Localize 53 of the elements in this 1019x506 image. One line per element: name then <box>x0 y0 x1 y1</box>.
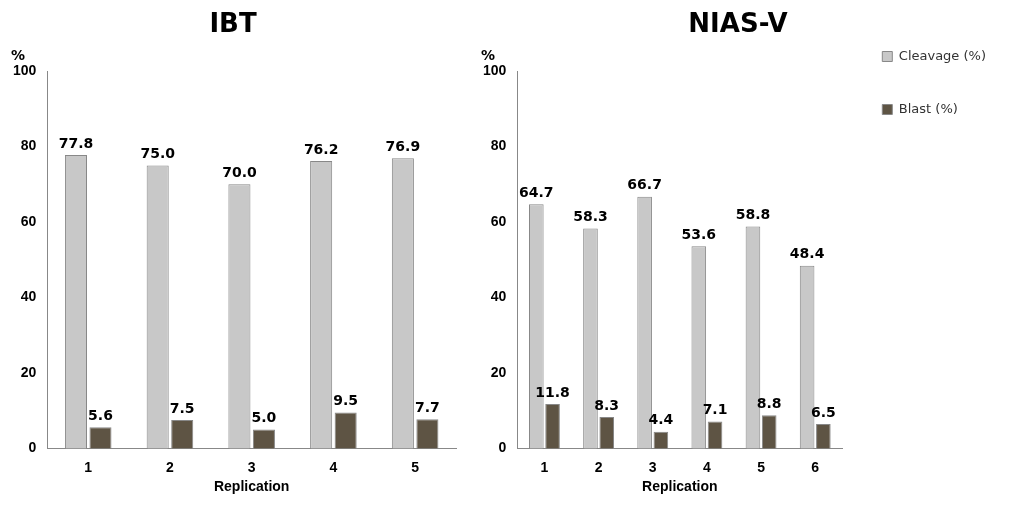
y-tick-label: 80 <box>490 137 507 154</box>
chart-title: IBT <box>209 8 257 39</box>
y-tick-label: 40 <box>490 288 507 305</box>
x-tick-label: 2 <box>594 458 603 475</box>
data-label: 5.6 <box>88 406 113 423</box>
y-tick-label: 0 <box>28 439 37 456</box>
y-axis-title: % <box>10 46 26 63</box>
data-label: 7.1 <box>702 401 728 418</box>
x-tick-label: 5 <box>411 458 420 475</box>
data-label: 48.4 <box>789 245 825 262</box>
data-label: 8.3 <box>594 396 620 413</box>
legend-label: Cleavage (%) <box>898 47 987 63</box>
data-label: 9.5 <box>333 392 359 409</box>
data-label: 64.7 <box>519 183 554 200</box>
data-label: 77.8 <box>58 134 94 151</box>
y-tick-label: 80 <box>20 137 37 154</box>
data-label: 5.0 <box>251 409 277 426</box>
data-label: 76.2 <box>303 140 339 157</box>
y-tick-label: 20 <box>490 363 507 380</box>
data-label: 7.7 <box>414 399 440 415</box>
y-tick-label: 100 <box>483 62 507 79</box>
y-tick-label: 60 <box>490 212 507 229</box>
legend-label: Blast (%) <box>898 100 958 116</box>
data-label: 53.6 <box>681 225 717 242</box>
x-tick-label: 5 <box>757 458 766 475</box>
x-tick-label: 1 <box>84 458 93 475</box>
data-label: 70.0 <box>222 164 257 180</box>
chart-title: NIAS-V <box>688 8 788 39</box>
data-label: 4.4 <box>648 411 674 428</box>
data-label: 58.3 <box>573 208 608 225</box>
x-tick-label: 6 <box>811 458 820 475</box>
data-label: 76.9 <box>385 137 421 154</box>
x-tick-label: 1 <box>540 458 549 475</box>
y-axis-title: % <box>480 46 496 63</box>
data-label: 66.7 <box>627 176 662 193</box>
data-label: 8.8 <box>756 394 782 411</box>
data-label: 11.8 <box>535 383 570 400</box>
y-tick-label: 20 <box>20 363 37 380</box>
x-axis-title: Replication <box>213 478 290 495</box>
x-tick-label: 3 <box>247 458 256 475</box>
x-tick-label: 2 <box>166 458 175 475</box>
x-tick-label: 4 <box>329 458 338 475</box>
x-axis-title: Replication <box>642 478 718 495</box>
x-tick-label: 4 <box>703 458 712 475</box>
y-tick-label: 40 <box>20 288 37 305</box>
y-tick-label: 0 <box>498 439 507 456</box>
x-tick-label: 3 <box>648 458 657 475</box>
y-tick-label: 60 <box>20 212 37 229</box>
data-label: 75.0 <box>140 145 176 162</box>
data-label: 58.8 <box>735 206 771 223</box>
y-tick-label: 100 <box>13 62 37 79</box>
data-label: 7.5 <box>169 399 195 416</box>
data-label: 6.5 <box>810 403 836 420</box>
